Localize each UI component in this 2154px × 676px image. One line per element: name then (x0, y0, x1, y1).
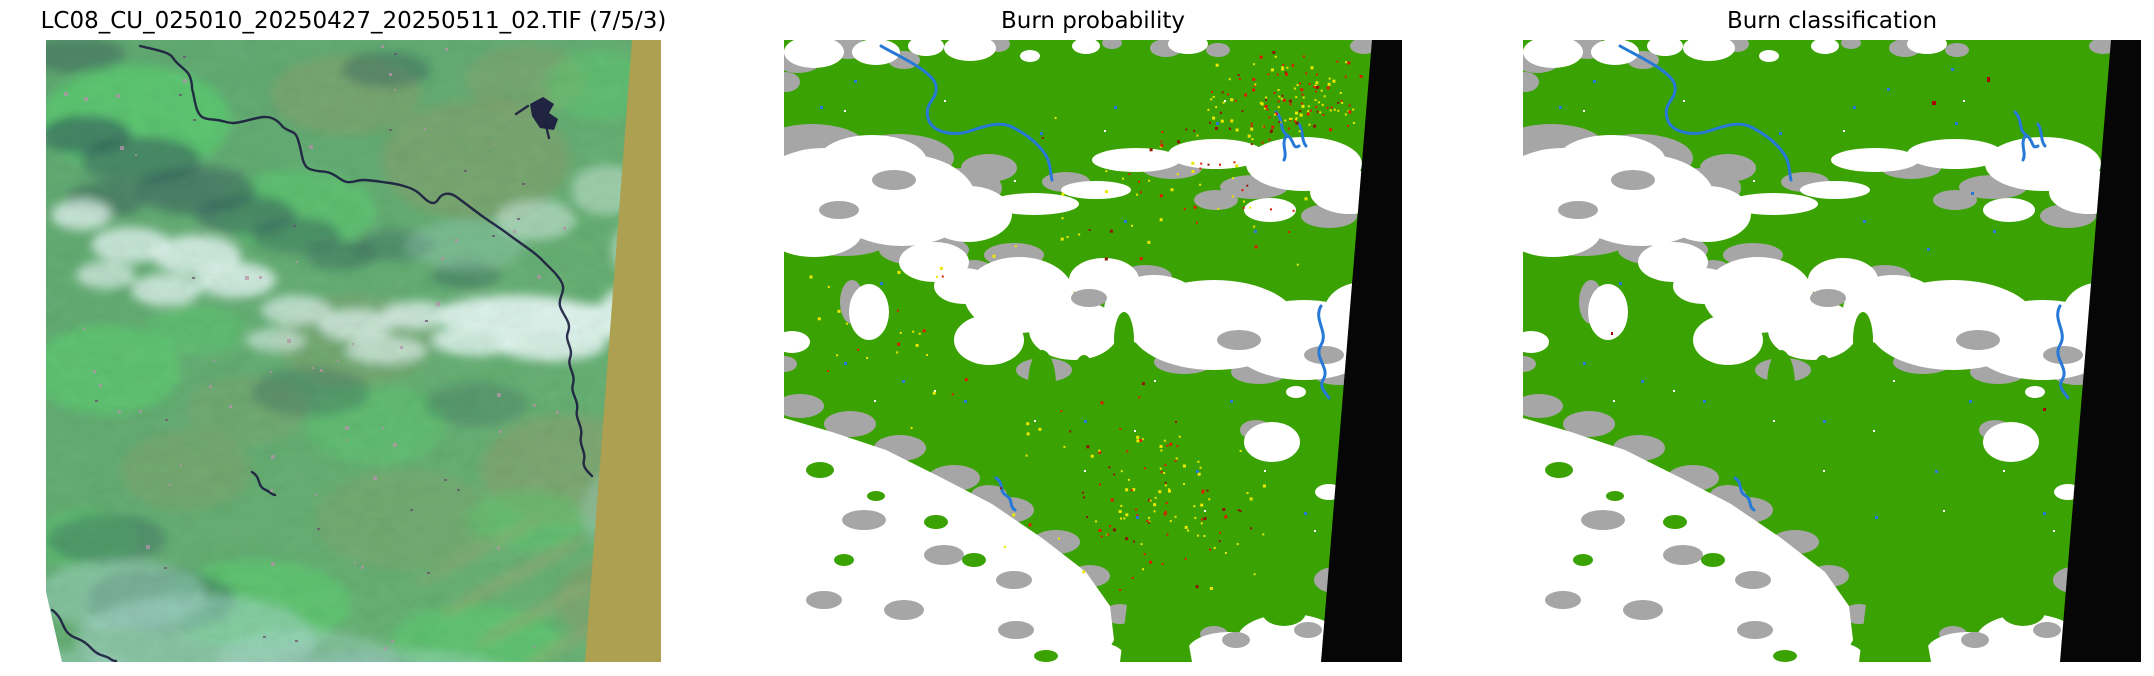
burn-probability-panel (784, 40, 1402, 662)
title-burn-classification: Burn classification (1726, 8, 1938, 34)
burn-classification-panel (1523, 40, 2141, 662)
title-satellite-filename: LC08_CU_025010_20250427_20250511_02.TIF … (40, 8, 667, 34)
title-burn-probability: Burn probability (1000, 8, 1185, 34)
satellite-false-color-panel (46, 40, 661, 662)
